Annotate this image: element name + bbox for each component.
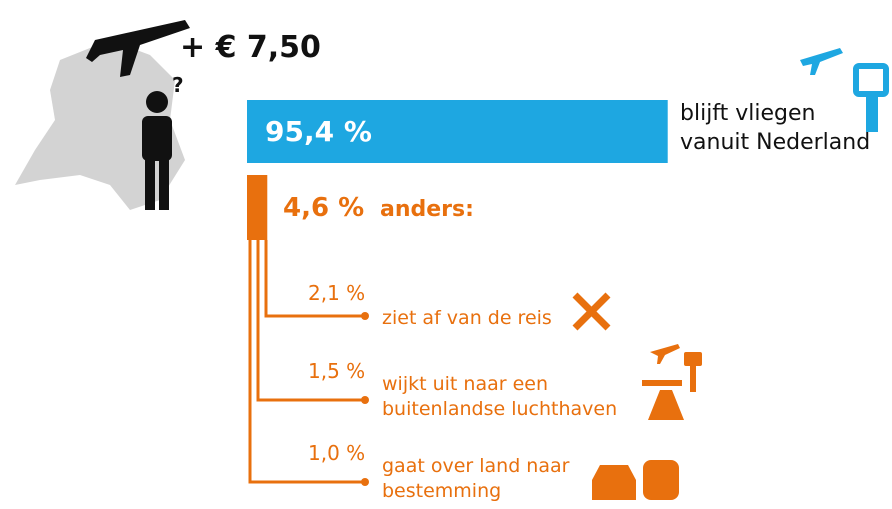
tower-icon (800, 48, 889, 132)
value-label: 95,4 % (265, 115, 372, 148)
leader-dot (361, 396, 369, 404)
breakdown-label: gaat over land naar bestemming (382, 455, 570, 502)
person-icon: ? (142, 73, 184, 210)
question-mark: ? (172, 73, 184, 97)
bar (247, 100, 668, 163)
breakdown-label: wijkt uit naar een buitenlandse luchthav… (382, 373, 618, 420)
breakdown-value: 1,0 % (308, 441, 366, 465)
leader-line (256, 240, 365, 402)
leader-line (248, 240, 365, 484)
plane-icon (86, 20, 190, 77)
breakdown-value: 2,1 % (308, 281, 366, 305)
value-label: 4,6 % (283, 193, 365, 223)
cross-icon (572, 292, 611, 331)
breakdown-label: ziet af van de reis (382, 307, 552, 329)
leader-line (264, 240, 365, 318)
map-netherlands (15, 40, 185, 210)
category-label: anders: (380, 197, 474, 222)
leader-dot (361, 312, 369, 320)
breakdown-value: 1,5 % (308, 359, 366, 383)
leader-dot (361, 478, 369, 486)
bar (247, 175, 268, 240)
airport-icon (642, 344, 702, 420)
title: + € 7,50 (180, 30, 321, 65)
category-label: blijft vliegen vanuit Nederland (680, 101, 871, 155)
car-train-icon (592, 460, 679, 500)
